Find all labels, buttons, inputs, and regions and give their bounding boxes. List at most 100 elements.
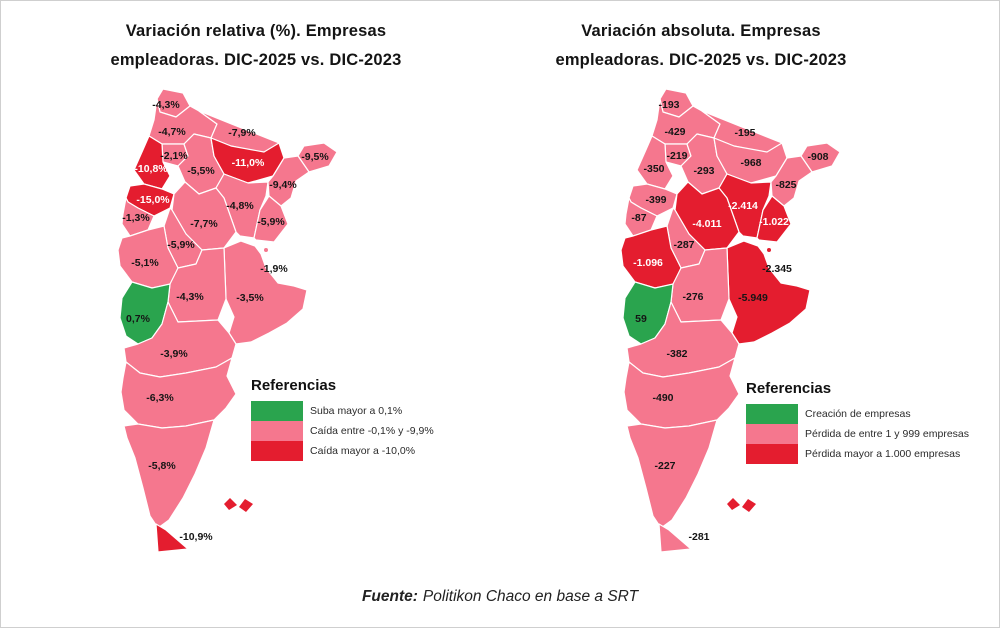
label-la-pampa: -4,3% [176, 291, 204, 303]
label-chaco: -11,0% [232, 157, 265, 169]
province-chubut [623, 357, 740, 429]
label-neuquen: 59 [635, 313, 647, 325]
legend-label-pink: Pérdida de entre 1 y 999 empresas [805, 428, 970, 440]
legend-row: Pérdida mayor a 1.000 empresas [746, 444, 981, 464]
label-rio-negro: -382 [666, 348, 687, 360]
label-buenos-aires: -5.949 [738, 292, 768, 304]
label-corrientes: -9,4% [269, 179, 297, 191]
label-santa-cruz: -5,8% [148, 460, 176, 472]
label-formosa: -195 [734, 127, 755, 139]
label-entre-rios: -5,9% [257, 216, 285, 228]
province-buenos-aires [223, 240, 308, 345]
province-caba [766, 247, 772, 253]
left-map-title-line2: empleadoras. DIC-2025 vs. DIC-2023 [110, 51, 402, 69]
province-caba [263, 247, 269, 253]
label-santiago-del-estero: -293 [693, 165, 714, 177]
legend-row: Suba mayor a 0,1% [251, 401, 486, 421]
source-note: Fuente: Politikon Chaco en base a SRT [1, 588, 999, 606]
label-catamarca: -10,8% [134, 163, 168, 175]
province-buenos-aires [726, 240, 811, 345]
left-map-title-line1: Variación relativa (%). Empresas [125, 22, 387, 40]
legend-label-pink: Caída entre -0,1% y -9,9% [310, 425, 434, 437]
legend-row: Caída mayor a -10,0% [251, 441, 486, 461]
legend-row: Creación de empresas [746, 404, 981, 424]
province-tierra-del-fuego [658, 523, 692, 553]
province-catamarca [636, 135, 674, 190]
label-jujuy: -4,3% [152, 99, 180, 111]
map-relative-variation: -4,3% -4,7% -7,9% -2,1%-10,8% -5,5% -11,0% -9,… [117, 88, 338, 553]
province-entre-rios [253, 195, 289, 243]
label-salta: -429 [664, 126, 685, 138]
legend-label-red: Caída mayor a -10,0% [310, 445, 416, 457]
left-map-title: Variación relativa (%). Empresas emplead… [61, 17, 451, 75]
label-neuquen: 0,7% [126, 313, 151, 325]
label-la-rioja: -15,0% [136, 194, 170, 206]
red-swatch [251, 441, 303, 461]
province-san-juan [121, 197, 155, 237]
malvinas-islands-icon [239, 499, 253, 512]
label-san-juan: -1,3% [122, 212, 150, 224]
label-misiones: -9,5% [301, 151, 329, 163]
label-san-juan: -87 [631, 212, 646, 224]
source-text: Politikon Chaco en base a SRT [422, 588, 639, 605]
label-formosa: -7,9% [228, 127, 256, 139]
right-legend: Referencias Creación de empresas Pérdida… [746, 380, 981, 464]
label-corrientes: -825 [775, 179, 796, 191]
right-legend-title: Referencias [746, 380, 832, 397]
province-san-juan [624, 197, 658, 237]
label-cordoba: -7,7% [190, 218, 218, 230]
label-santa-fe: -4,8% [226, 200, 254, 212]
province-corrientes [267, 155, 310, 207]
legend-row: Caída entre -0,1% y -9,9% [251, 421, 486, 441]
right-map-title: Variación absoluta. Empresas empleadoras… [506, 17, 896, 75]
label-entre-rios: -1.022 [759, 216, 789, 228]
province-corrientes [770, 155, 813, 207]
left-legend: Referencias Suba mayor a 0,1% Caída entr… [251, 377, 486, 461]
label-tucuman: -219 [666, 150, 687, 162]
province-catamarca [133, 135, 171, 190]
label-caba: -1,9% [260, 263, 288, 275]
pink-swatch [746, 424, 798, 444]
label-san-luis: -287 [673, 239, 694, 251]
province-chubut [120, 357, 237, 429]
province-entre-rios [756, 195, 792, 243]
legend-label-green: Suba mayor a 0,1% [310, 405, 403, 417]
malvinas-islands-icon [224, 498, 237, 510]
label-chubut: -6,3% [146, 392, 174, 404]
label-tierra-del-fuego: -10,9% [179, 531, 213, 543]
label-buenos-aires: -3,5% [236, 292, 264, 304]
legend-label-green: Creación de empresas [805, 408, 911, 420]
province-santa-cruz [626, 419, 718, 529]
label-misiones: -908 [807, 151, 828, 163]
label-la-pampa: -276 [682, 291, 703, 303]
province-santa-cruz [123, 419, 215, 529]
right-map-title-line1: Variación absoluta. Empresas [581, 22, 821, 40]
right-map-title-line2: empleadoras. DIC-2025 vs. DIC-2023 [555, 51, 847, 69]
label-santiago-del-estero: -5,5% [187, 165, 215, 177]
green-swatch [746, 404, 798, 424]
label-cordoba: -4.011 [692, 218, 721, 230]
malvinas-islands-icon [742, 499, 756, 512]
label-jujuy: -193 [658, 99, 679, 111]
red-swatch [746, 444, 798, 464]
label-chubut: -490 [652, 392, 673, 404]
map-absolute-variation: -193 -429 -195 -219-350 -293 -968 -908 -825 -399… [620, 88, 841, 553]
green-swatch [251, 401, 303, 421]
legend-label-red: Pérdida mayor a 1.000 empresas [805, 448, 961, 460]
label-salta: -4,7% [158, 126, 186, 138]
label-catamarca: -350 [643, 163, 664, 175]
label-tucuman: -2,1% [160, 150, 188, 162]
pink-swatch [251, 421, 303, 441]
label-tierra-del-fuego: -281 [688, 531, 709, 543]
province-tierra-del-fuego [155, 523, 189, 553]
label-mendoza: -1.096 [633, 257, 663, 269]
legend-row: Pérdida de entre 1 y 999 empresas [746, 424, 981, 444]
source-label: Fuente: [361, 588, 418, 605]
malvinas-islands-icon [727, 498, 740, 510]
label-caba: -2.345 [762, 263, 792, 275]
label-chaco: -968 [740, 157, 761, 169]
label-mendoza: -5,1% [131, 257, 159, 269]
label-san-luis: -5,9% [167, 239, 195, 251]
label-rio-negro: -3,9% [160, 348, 188, 360]
